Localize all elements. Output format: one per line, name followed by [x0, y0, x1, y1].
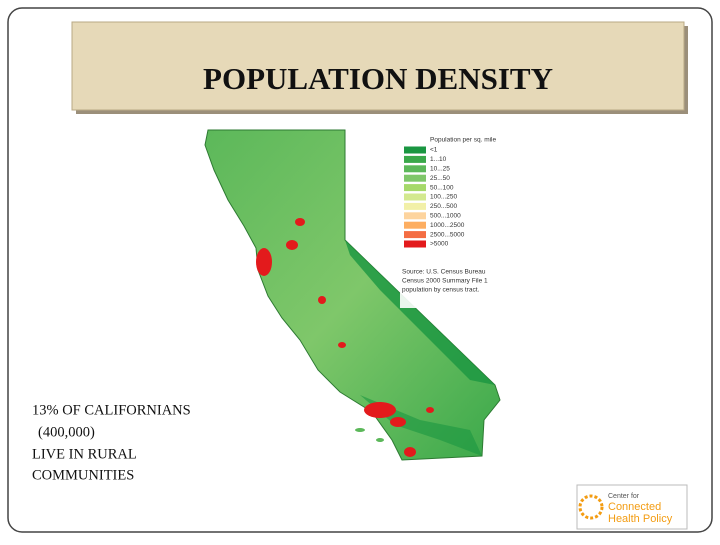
legend-label: 250...500: [430, 203, 457, 210]
legend-label: <1: [430, 147, 438, 154]
source-text: Source: U.S. Census Bureau: [402, 269, 486, 276]
logo-text: Center for: [608, 493, 640, 500]
body-line: 13% OF CALIFORNIANS: [32, 402, 191, 418]
legend-swatch: [404, 212, 426, 220]
legend-label: 500...1000: [430, 213, 461, 220]
body-line: LIVE IN RURAL: [32, 446, 137, 462]
body-text: 13% OF CALIFORNIANS (400,000) LIVE IN RU…: [32, 402, 191, 483]
logo-text: Connected: [608, 501, 661, 513]
source-text: Census 2000 Summary File 1: [402, 278, 488, 285]
legend-swatch: [404, 193, 426, 201]
logo-box: [576, 484, 688, 530]
title: POPULATION DENSITY: [203, 61, 553, 96]
title-box: [71, 21, 685, 111]
legend-label: 50...100: [430, 184, 454, 191]
source-text: population by census tract.: [402, 287, 480, 294]
california-map: [204, 129, 501, 461]
island: [355, 428, 365, 432]
state-shape: [204, 129, 501, 461]
logo: Center for Connected Health Policy: [576, 484, 688, 530]
legend-swatch: [404, 165, 426, 173]
legend-swatch: [404, 202, 426, 210]
body-line: COMMUNITIES: [32, 467, 134, 483]
legend-label: 2500...5000: [430, 231, 465, 238]
logo-text: Health Policy: [608, 513, 673, 525]
legend-title: Population per sq. mile: [430, 137, 497, 144]
legend-swatch: [404, 146, 426, 154]
legend-label: 10...25: [430, 166, 450, 173]
island: [376, 438, 384, 442]
desert-region: [345, 240, 495, 385]
legend-swatch: [404, 221, 426, 229]
logo-icon: [578, 494, 604, 520]
legend-label: 25...50: [430, 175, 450, 182]
legend: Population per sq. mile <1 1...10 10...25 2…: [400, 128, 512, 308]
body-line: (400,000): [38, 424, 95, 440]
legend-swatch: [404, 174, 426, 182]
legend-swatch: [404, 240, 426, 248]
urban-areas: [256, 218, 434, 457]
legend-swatch: [404, 231, 426, 239]
legend-label: >5000: [430, 241, 449, 248]
legend-swatch: [404, 155, 426, 163]
legend-label: 100...250: [430, 194, 457, 201]
legend-label: 1000...2500: [430, 222, 465, 229]
legend-label: 1...10: [430, 156, 447, 163]
legend-swatch: [404, 184, 426, 192]
